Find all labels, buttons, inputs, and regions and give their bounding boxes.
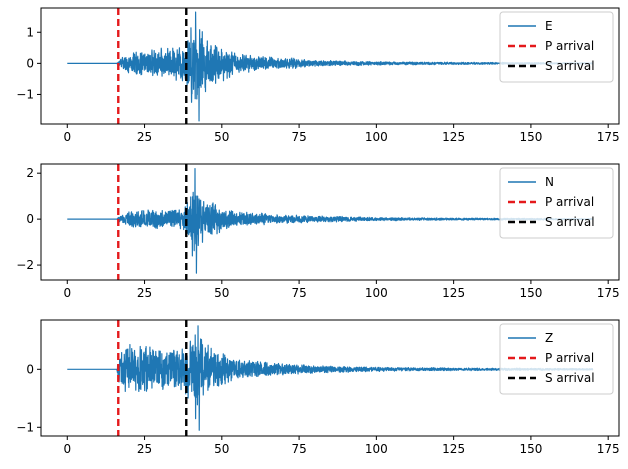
x-tick-label: 150	[519, 130, 542, 144]
legend-entry-label: P arrival	[545, 195, 594, 209]
x-tick-label: 100	[365, 130, 388, 144]
east-component-panel: 0 25 50 75 100 125 150 175 −1 0 1 E P arrival S arriv…	[16, 7, 620, 144]
x-tick-label: 175	[597, 286, 620, 300]
x-tick-label: 75	[291, 130, 306, 144]
x-tick-label: 100	[365, 442, 388, 456]
legend-entry-label: P arrival	[545, 39, 594, 53]
legend-entry-label: E	[545, 19, 553, 33]
x-tick-label: 75	[291, 442, 306, 456]
legend-entry-label: S arrival	[545, 59, 595, 73]
y-tick-label: −1	[16, 87, 34, 101]
axes-frame	[40, 163, 620, 281]
legend-entry-label: Z	[545, 331, 553, 345]
axes-frame	[40, 7, 620, 125]
x-tick-label: 125	[442, 130, 465, 144]
x-tick-label: 175	[597, 130, 620, 144]
y-tick-label: 0	[26, 362, 34, 376]
y-tick-label: 1	[26, 25, 34, 39]
y-tick-label: 0	[26, 212, 34, 226]
x-tick-label: 175	[597, 442, 620, 456]
legend-entry-label: S arrival	[545, 215, 595, 229]
x-tick-label: 100	[365, 286, 388, 300]
y-tick-label: −2	[16, 258, 34, 272]
legend-entry-label: P arrival	[545, 351, 594, 365]
y-tick-label: 0	[26, 56, 34, 70]
y-tick-label: −1	[16, 420, 34, 434]
x-tick-label: 50	[214, 442, 229, 456]
x-tick-label: 75	[291, 286, 306, 300]
x-tick-label: 0	[63, 442, 71, 456]
legend: Z P arrival S arrival	[499, 323, 614, 395]
x-tick-label: 0	[63, 130, 71, 144]
legend: N P arrival S arrival	[499, 167, 614, 239]
x-tick-label: 25	[137, 442, 152, 456]
legend-entry-label: S arrival	[545, 371, 595, 385]
x-tick-label: 150	[519, 286, 542, 300]
north-component-panel: 0 25 50 75 100 125 150 175 −2 0 2 N P arrival S arriv…	[16, 163, 620, 300]
x-tick-label: 25	[137, 286, 152, 300]
x-tick-label: 50	[214, 130, 229, 144]
legend: E P arrival S arrival	[499, 11, 614, 83]
axes-frame	[40, 319, 620, 437]
x-tick-label: 50	[214, 286, 229, 300]
legend-entry-label: N	[545, 175, 554, 189]
vertical-component-panel: 0 25 50 75 100 125 150 175 −1 0 Z P arrival S arriva…	[16, 319, 620, 456]
x-tick-label: 150	[519, 442, 542, 456]
x-tick-label: 125	[442, 442, 465, 456]
x-tick-label: 25	[137, 130, 152, 144]
x-tick-label: 125	[442, 286, 465, 300]
y-tick-label: 2	[26, 166, 34, 180]
x-tick-label: 0	[63, 286, 71, 300]
